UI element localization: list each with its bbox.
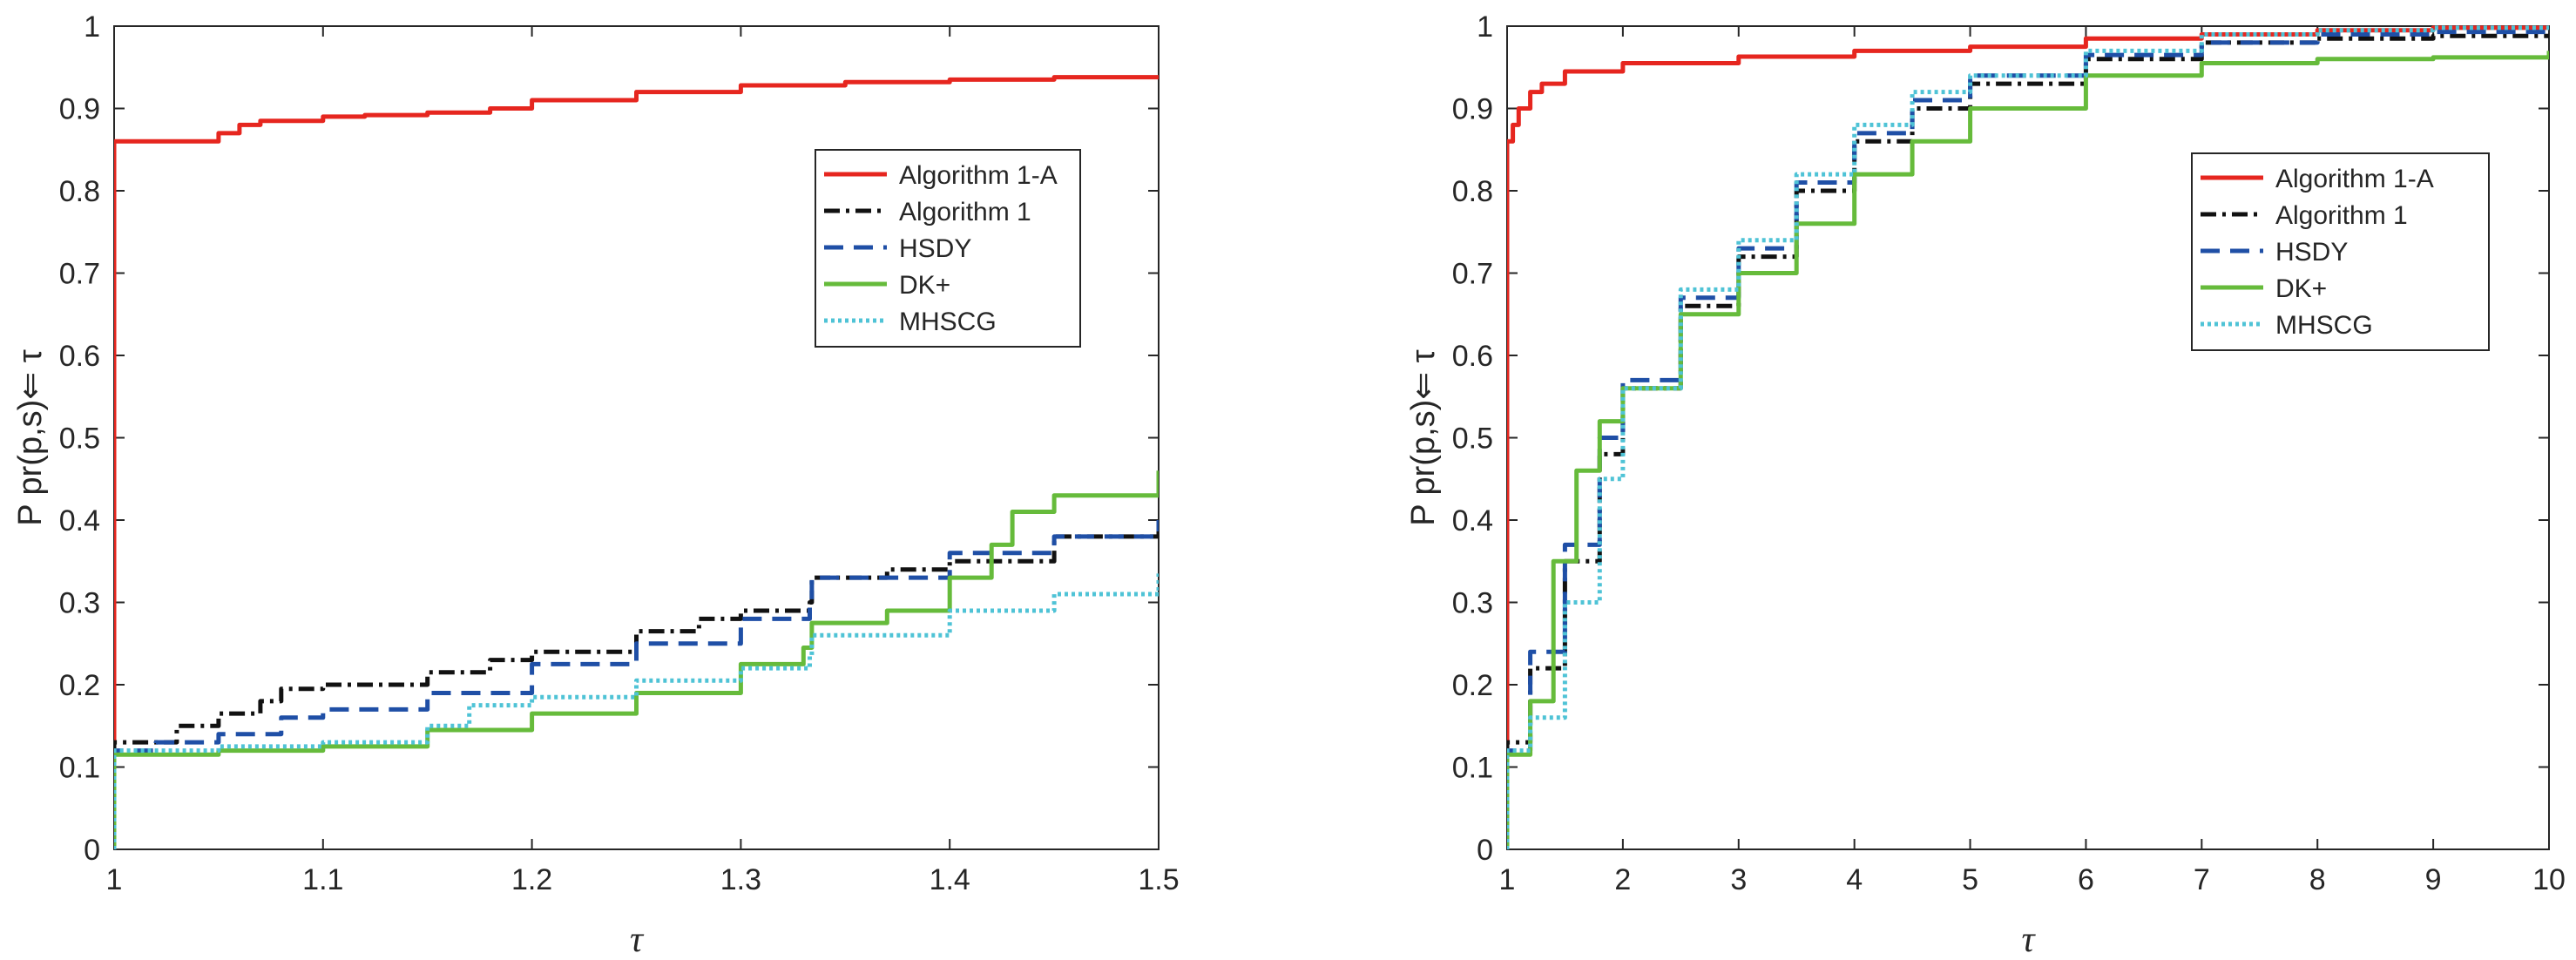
y-axis-label: P pr(p,s)⇐ τ	[1405, 349, 1442, 525]
y-tick-label: 0	[84, 834, 100, 867]
x-tick-label: 6	[2078, 863, 2094, 896]
y-tick-label: 0.1	[1452, 752, 1493, 785]
x-tick-label: 5	[1962, 863, 1978, 896]
x-tick-label: 2	[1614, 863, 1631, 896]
x-tick-label: 1.5	[1138, 863, 1179, 896]
x-tick-label: 3	[1730, 863, 1747, 896]
y-tick-label: 0.3	[1452, 587, 1493, 620]
series-line-dk-	[114, 470, 1159, 849]
legend-label: HSDY	[899, 234, 971, 263]
y-tick-label: 0.6	[1452, 340, 1493, 373]
y-tick-label: 0	[1477, 834, 1493, 867]
legend-label: Algorithm 1	[2275, 201, 2408, 230]
y-tick-label: 0.4	[59, 504, 100, 537]
legend-label: MHSCG	[899, 308, 997, 336]
legend-label: Algorithm 1-A	[899, 161, 1058, 190]
series-line-algorithm-1-a	[114, 75, 1159, 849]
legend-label: DK+	[899, 271, 950, 300]
chart-panel-2: 1 2 3 4 5 6 7 8 9 10 0 0.1 0.2 0.3 0.4 0.5 0.6 0.7 0.8 0.9 1…	[1405, 10, 2566, 960]
legend-label: DK+	[2275, 274, 2327, 303]
y-tick-label: 0.9	[1452, 93, 1493, 126]
chart-panel-1: 1 1.1 1.2 1.3 1.4 1.5 0 0.1 0.2 0.3 0.4 0.5 0.6 0.7 0.…	[12, 10, 1180, 960]
series-line-dk-	[1507, 51, 2549, 849]
legend: Algorithm 1-A Algorithm 1 HSDY DK+ MHSCG	[815, 149, 1081, 348]
y-tick-label: 0.3	[59, 587, 100, 620]
x-tick-label: 4	[1846, 863, 1863, 896]
y-tick-label: 0.4	[1452, 504, 1493, 537]
y-tick-label: 0.8	[59, 175, 100, 208]
y-tick-label: 0.7	[59, 258, 100, 291]
x-tick-label: 1.4	[930, 863, 970, 896]
series-line-mhscg	[1507, 25, 2549, 849]
legend: Algorithm 1-A Algorithm 1 HSDY DK+ MHSCG	[2191, 152, 2490, 351]
y-tick-label: 0.5	[59, 423, 100, 456]
y-tick-label: 1	[84, 10, 100, 44]
series-line-hsdy	[1507, 30, 2549, 849]
series-line-hsdy	[114, 520, 1159, 849]
y-tick-label: 0.8	[1452, 175, 1493, 208]
y-axis-label: P pr(p,s)⇐ τ	[12, 349, 49, 525]
legend-label: Algorithm 1	[899, 198, 1031, 226]
legend-label: HSDY	[2275, 238, 2348, 267]
y-tick-label: 0.7	[1452, 258, 1493, 291]
x-axis-label: τ	[630, 920, 645, 956]
x-tick-label: 1.3	[720, 863, 761, 896]
x-tick-label: 9	[2425, 863, 2442, 896]
y-tick-label: 0.1	[59, 752, 100, 785]
plot-area-frame	[1506, 25, 2550, 850]
legend-label: MHSCG	[2275, 311, 2373, 340]
x-tick-label: 1.1	[302, 863, 343, 896]
y-tick-label: 0.5	[1452, 423, 1493, 456]
y-tick-label: 0.2	[59, 669, 100, 702]
x-tick-label: 10	[2532, 863, 2566, 896]
y-tick-label: 1	[1477, 10, 1493, 44]
x-tick-label: 1	[1499, 863, 1516, 896]
x-tick-label: 1	[106, 863, 123, 896]
x-axis-label: τ	[2021, 920, 2036, 956]
y-tick-label: 0.2	[1452, 669, 1493, 702]
series-line-algorithm-1	[114, 520, 1159, 849]
legend-label: Algorithm 1-A	[2275, 165, 2434, 193]
y-tick-label: 0.6	[59, 340, 100, 373]
x-tick-label: 8	[2309, 863, 2326, 896]
y-tick-label: 0.9	[59, 93, 100, 126]
x-tick-label: 7	[2194, 863, 2210, 896]
x-tick-label: 1.2	[511, 863, 552, 896]
